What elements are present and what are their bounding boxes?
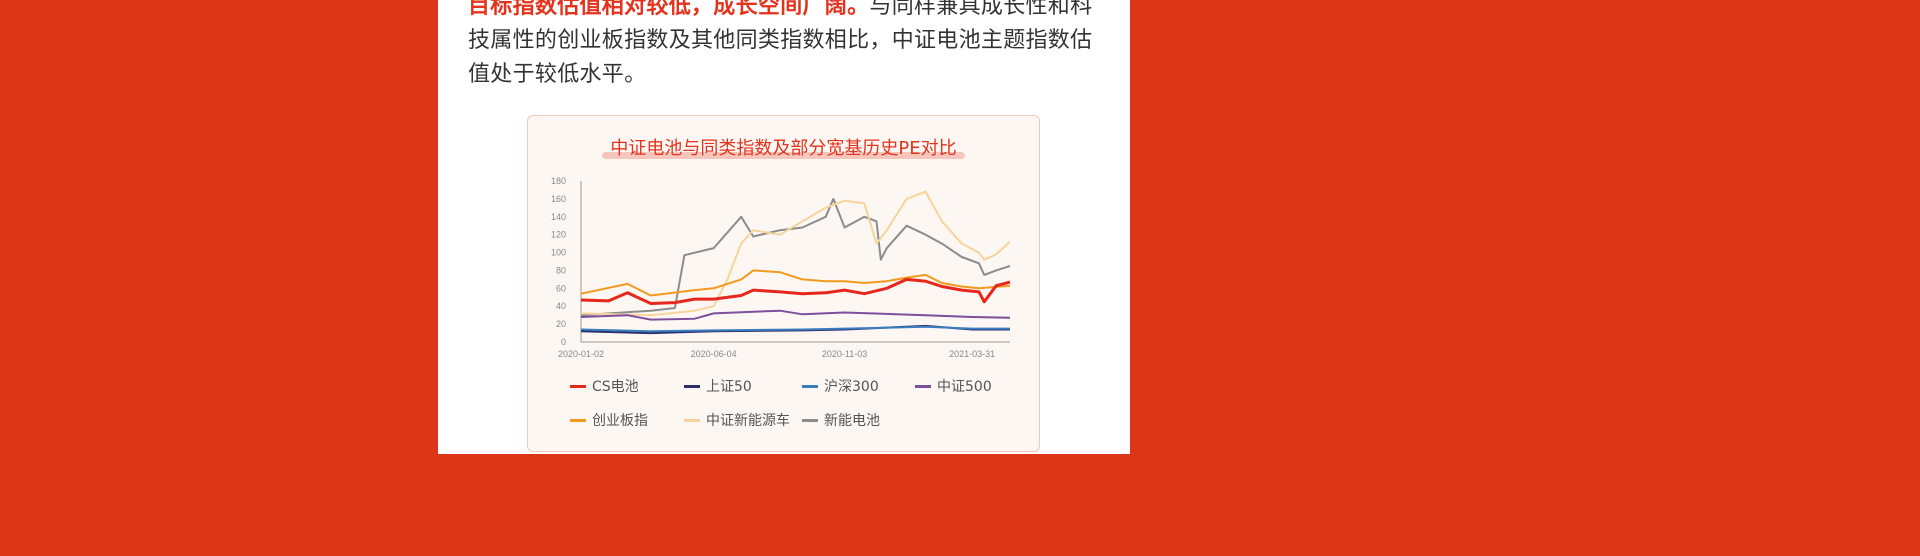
- legend-item: 新能电池: [802, 410, 880, 430]
- series-line: [580, 325, 1010, 333]
- x-tick-label: 2020-01-02: [558, 349, 604, 359]
- legend-label: 中证新能源车: [706, 413, 790, 429]
- legend-label: 中证500: [937, 379, 992, 395]
- legend-swatch: [915, 384, 931, 388]
- legend-swatch: [802, 418, 818, 422]
- chart-title-wrap: 中证电池与同类指数及部分宽基历史PE对比: [528, 134, 1039, 160]
- legend-item: CS电池: [570, 376, 639, 396]
- pe-line-chart: 0 20 40 60 80 100 120 140 160 180 2020-01-02 2020-0…: [551, 176, 1011, 359]
- paragraph-line2: 技属性的创业板指数及其他同类指数相比，中证电池主题指数估: [468, 28, 1093, 53]
- legend-swatch: [802, 384, 818, 388]
- legend-label: CS电池: [592, 379, 639, 395]
- y-tick-label: 140: [551, 212, 566, 222]
- legend-item: 沪深300: [802, 376, 879, 396]
- legend-label: 沪深300: [824, 379, 879, 395]
- x-tick-label: 2020-06-04: [691, 349, 737, 359]
- chart-title: 中证电池与同类指数及部分宽基历史PE对比: [602, 134, 965, 160]
- legend-swatch: [570, 418, 586, 422]
- legend-swatch: [684, 384, 700, 388]
- series-line: [580, 269, 1011, 297]
- series-line: [580, 277, 1011, 305]
- y-tick-label: 20: [556, 319, 566, 329]
- y-tick-label: 60: [556, 283, 566, 293]
- series-line: [580, 197, 1011, 317]
- legend-item: 上证50: [684, 376, 752, 396]
- y-tick-label: 80: [556, 265, 566, 275]
- paragraph-highlight: 目标指数估值相对较低，成长空间广阔。: [468, 0, 870, 19]
- x-tick-label: 2020-11-03: [822, 349, 867, 359]
- legend-swatch: [684, 418, 700, 422]
- y-tick-label: 100: [551, 248, 566, 258]
- chart-title-underline: [602, 152, 965, 159]
- legend-item: 中证500: [915, 376, 992, 396]
- series-line: [580, 190, 1011, 317]
- legend-item: 中证新能源车: [684, 410, 790, 430]
- x-tick-label: 2021-03-31: [949, 349, 995, 359]
- legend-swatch: [570, 384, 586, 388]
- chart-card: 中证电池与同类指数及部分宽基历史PE对比 0 20 40 60 80 100 120 140 1…: [527, 115, 1040, 452]
- legend-item: 创业板指: [570, 410, 648, 430]
- y-tick-label: 120: [551, 230, 566, 240]
- y-tick-label: 0: [561, 337, 566, 347]
- legend-label: 创业板指: [592, 413, 648, 429]
- legend-label: 新能电池: [824, 413, 880, 429]
- y-tick-label: 180: [551, 176, 566, 186]
- series-line: [580, 309, 1011, 321]
- chart-title-text: 中证电池与同类指数及部分宽基历史PE对比: [610, 138, 957, 159]
- article-paragraph: 目标指数估值相对较低，成长空间广阔。与同样兼具成长性和科 技属性的创业板指数及其…: [468, 0, 1113, 92]
- legend-label: 上证50: [706, 379, 752, 395]
- paragraph-line1-rest: 与同样兼具成长性和科: [869, 0, 1093, 19]
- paragraph-line3: 值处于较低水平。: [468, 62, 647, 87]
- y-tick-label: 40: [556, 301, 566, 311]
- y-tick-label: 160: [551, 194, 566, 204]
